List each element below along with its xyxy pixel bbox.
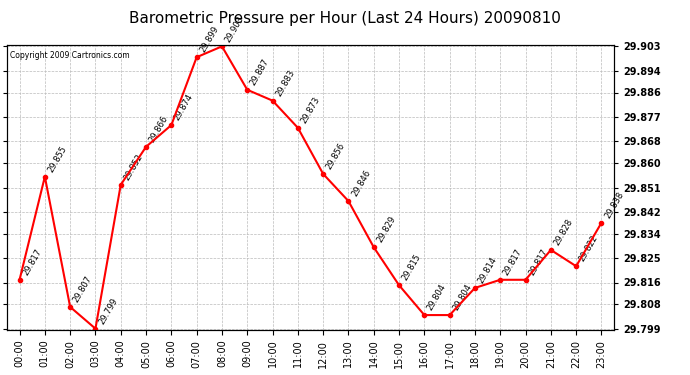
Text: 29.807: 29.807 xyxy=(72,274,94,304)
Text: 29.903: 29.903 xyxy=(224,14,246,44)
Text: 29.852: 29.852 xyxy=(122,152,144,182)
Text: 29.815: 29.815 xyxy=(400,253,423,282)
Text: 29.874: 29.874 xyxy=(172,93,195,122)
Text: 29.814: 29.814 xyxy=(476,255,499,285)
Text: 29.838: 29.838 xyxy=(603,190,625,220)
Text: Copyright 2009 Cartronics.com: Copyright 2009 Cartronics.com xyxy=(10,51,130,60)
Text: Barometric Pressure per Hour (Last 24 Hours) 20090810: Barometric Pressure per Hour (Last 24 Ho… xyxy=(129,11,561,26)
Text: 29.899: 29.899 xyxy=(198,25,220,54)
Text: 29.887: 29.887 xyxy=(248,57,271,87)
Text: 29.804: 29.804 xyxy=(426,283,448,312)
Text: 29.817: 29.817 xyxy=(527,247,549,277)
Text: 29.856: 29.856 xyxy=(324,141,347,171)
Text: 29.828: 29.828 xyxy=(552,217,575,247)
Text: 29.817: 29.817 xyxy=(21,247,43,277)
Text: 29.817: 29.817 xyxy=(502,247,524,277)
Text: 29.799: 29.799 xyxy=(97,296,119,326)
Text: 29.873: 29.873 xyxy=(299,95,322,125)
Text: 29.804: 29.804 xyxy=(451,283,473,312)
Text: 29.829: 29.829 xyxy=(375,215,397,244)
Text: 29.866: 29.866 xyxy=(148,114,170,144)
Text: 29.846: 29.846 xyxy=(350,169,372,198)
Text: 29.855: 29.855 xyxy=(46,144,68,174)
Text: 29.822: 29.822 xyxy=(578,234,600,263)
Text: 29.883: 29.883 xyxy=(274,68,297,98)
